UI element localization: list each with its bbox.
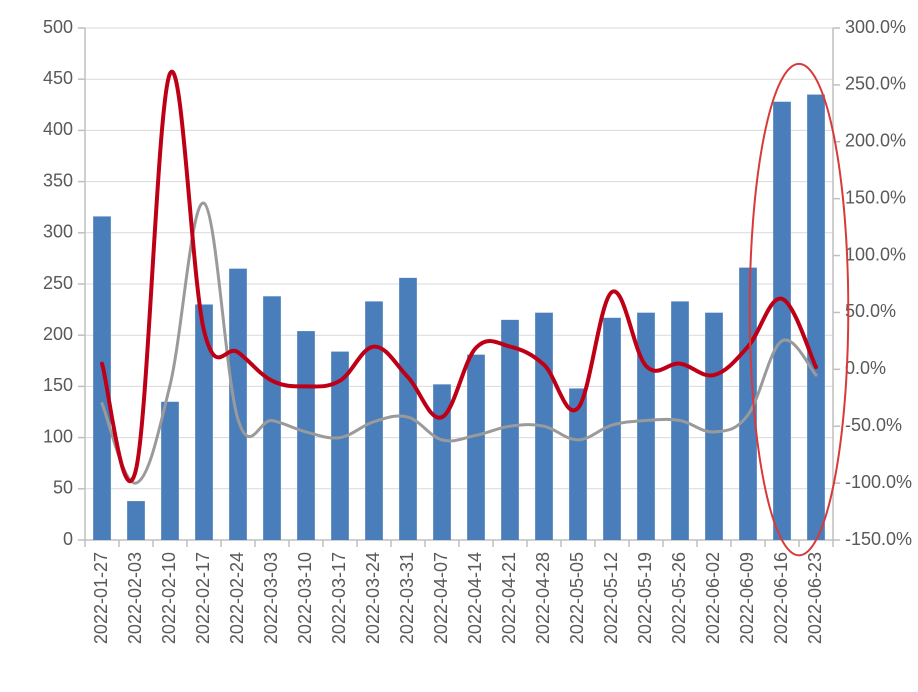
x-axis-label: 2022-06-09 <box>737 552 757 644</box>
y-right-label: 150.0% <box>845 187 906 207</box>
y-left-label: 200 <box>43 324 73 344</box>
x-axis-label: 2022-06-16 <box>771 552 791 644</box>
y-right-label: 50.0% <box>845 301 896 321</box>
x-axis-label: 2022-02-24 <box>227 552 247 644</box>
bar <box>93 216 111 540</box>
x-axis-label: 2022-05-05 <box>567 552 587 644</box>
chart-svg: 0 50 100 150 200 250 300 350 400 450 500 -150.0% -10… <box>0 0 918 692</box>
y-left-label: 150 <box>43 375 73 395</box>
x-axis-label: 2022-02-10 <box>159 552 179 644</box>
x-axis-label: 2022-03-10 <box>295 552 315 644</box>
x-axis-label: 2022-05-26 <box>669 552 689 644</box>
bar <box>263 296 281 540</box>
x-axis-label: 2022-03-17 <box>329 552 349 644</box>
y-right-label: 300.0% <box>845 17 906 37</box>
bar <box>705 313 723 540</box>
y-left-label: 500 <box>43 17 73 37</box>
y-right-label: -150.0% <box>845 529 912 549</box>
y-left-label: 400 <box>43 119 73 139</box>
y-right-label: 0.0% <box>845 358 886 378</box>
x-axis-label: 2022-03-24 <box>363 552 383 644</box>
y-right-label: 250.0% <box>845 74 906 94</box>
x-axis-label: 2022-01-27 <box>91 552 111 644</box>
y-right-label: 200.0% <box>845 131 906 151</box>
y-right-label: -100.0% <box>845 472 912 492</box>
y-left-label: 100 <box>43 426 73 446</box>
x-axis-label: 2022-04-07 <box>431 552 451 644</box>
bar <box>773 102 791 540</box>
x-axis-label: 2022-06-02 <box>703 552 723 644</box>
y-left-label: 0 <box>63 529 73 549</box>
x-axis-label: 2022-04-21 <box>499 552 519 644</box>
bar <box>229 269 247 540</box>
y-left-label: 300 <box>43 222 73 242</box>
bar <box>297 331 315 540</box>
bar <box>501 320 519 540</box>
bar <box>637 313 655 540</box>
x-axis-label: 2022-04-14 <box>465 552 485 644</box>
bar <box>399 278 417 540</box>
x-axis-label: 2022-02-17 <box>193 552 213 644</box>
y-left-label: 450 <box>43 68 73 88</box>
x-axis-label: 2022-02-03 <box>125 552 145 644</box>
y-left-label: 350 <box>43 170 73 190</box>
bar <box>195 304 213 540</box>
y-right-label: -50.0% <box>845 415 902 435</box>
x-axis-label: 2022-04-28 <box>533 552 553 644</box>
y-right-label: 100.0% <box>845 244 906 264</box>
x-axis-label: 2022-06-23 <box>805 552 825 644</box>
bar <box>467 355 485 540</box>
y-left-label: 50 <box>53 478 73 498</box>
x-axis-label: 2022-05-19 <box>635 552 655 644</box>
bar <box>161 402 179 540</box>
x-axis-label: 2022-03-31 <box>397 552 417 644</box>
bar <box>807 95 825 540</box>
y-left-label: 250 <box>43 273 73 293</box>
x-axis-label: 2022-05-12 <box>601 552 621 644</box>
combo-chart: 0 50 100 150 200 250 300 350 400 450 500 -150.0% -10… <box>0 0 918 692</box>
bar <box>127 501 145 540</box>
x-axis-label: 2022-03-03 <box>261 552 281 644</box>
